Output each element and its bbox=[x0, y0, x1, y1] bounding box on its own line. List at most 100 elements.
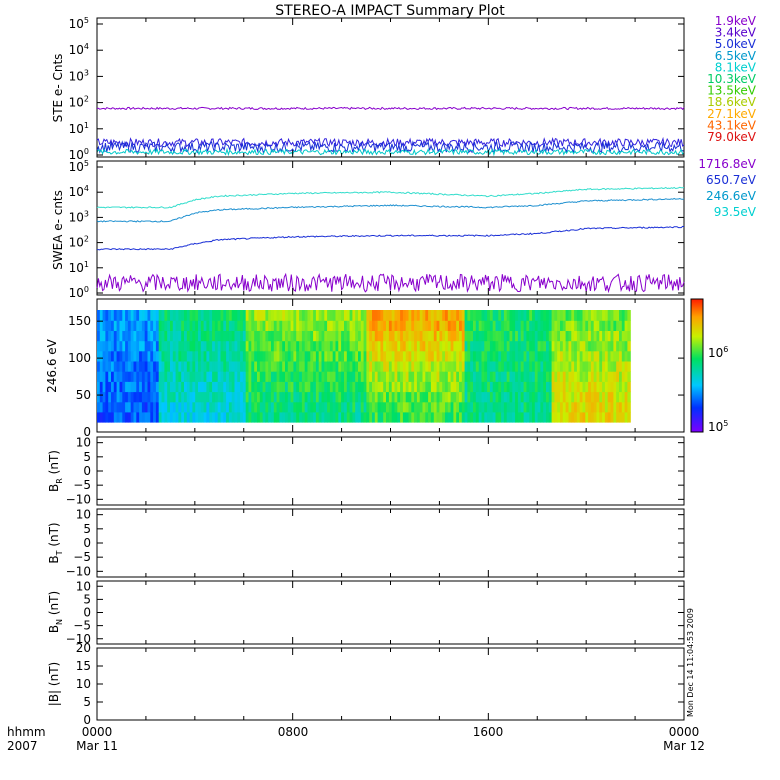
heatmap-cell bbox=[526, 310, 530, 321]
heatmap-cell bbox=[167, 350, 171, 362]
heatmap-cell bbox=[313, 371, 317, 382]
heatmap-cell bbox=[489, 391, 494, 403]
heatmap-cell bbox=[585, 320, 589, 331]
heatmap-cell bbox=[607, 310, 612, 321]
heatmap-cell bbox=[464, 371, 468, 382]
heatmap-cell bbox=[125, 320, 129, 331]
heatmap-cell bbox=[621, 411, 626, 423]
heatmap-cell bbox=[442, 391, 446, 403]
heatmap-cell bbox=[287, 371, 292, 382]
heatmap-cell bbox=[133, 371, 137, 382]
legend-entry: 18.6keV bbox=[707, 95, 757, 109]
heatmap-cell bbox=[475, 381, 480, 393]
heatmap-cell bbox=[492, 350, 497, 362]
heatmap-cell bbox=[141, 330, 146, 342]
heatmap-cell bbox=[487, 381, 491, 393]
heatmap-cell bbox=[512, 310, 516, 321]
heatmap-cell bbox=[616, 401, 620, 413]
heatmap-cell bbox=[442, 330, 446, 342]
heatmap-cell bbox=[313, 340, 317, 352]
heatmap-cell bbox=[102, 320, 106, 331]
heatmap-cell bbox=[526, 371, 530, 382]
heatmap-cell bbox=[473, 381, 477, 393]
heatmap-cell bbox=[282, 401, 286, 413]
heatmap-cell bbox=[285, 340, 289, 352]
heatmap-cell bbox=[318, 411, 323, 423]
heatmap-cell bbox=[557, 310, 561, 321]
heatmap-cell bbox=[200, 310, 205, 321]
heatmap-cell bbox=[321, 381, 325, 393]
heatmap-cell bbox=[119, 411, 123, 423]
heatmap-cell bbox=[245, 401, 250, 413]
heatmap-cell bbox=[133, 310, 137, 321]
heatmap-cell bbox=[433, 360, 438, 372]
heatmap-cell bbox=[220, 340, 224, 352]
heatmap-cell bbox=[242, 391, 247, 403]
heatmap-cell bbox=[175, 320, 179, 331]
heatmap-cell bbox=[329, 320, 334, 331]
heatmap-cell bbox=[130, 371, 135, 382]
heatmap-cell bbox=[125, 340, 129, 352]
heatmap-cell bbox=[484, 340, 488, 352]
heatmap-cell bbox=[363, 310, 367, 321]
heatmap-cell bbox=[579, 391, 584, 403]
heatmap-cell bbox=[262, 381, 266, 393]
heatmap-cell bbox=[551, 391, 555, 403]
heatmap-cell bbox=[523, 310, 527, 321]
heatmap-cell bbox=[425, 371, 429, 382]
heatmap-cell bbox=[627, 330, 631, 342]
heatmap-cell bbox=[147, 381, 151, 393]
heatmap-cell bbox=[593, 320, 598, 331]
heatmap-cell bbox=[386, 320, 390, 331]
heatmap-cell bbox=[627, 371, 631, 382]
heatmap-cell bbox=[383, 330, 387, 342]
heatmap-cell bbox=[366, 320, 370, 331]
heatmap-cell bbox=[602, 411, 606, 423]
heatmap-cell bbox=[217, 350, 222, 362]
heatmap-cell bbox=[307, 411, 311, 423]
heatmap-cell bbox=[397, 411, 401, 423]
heatmap-cell bbox=[214, 411, 219, 423]
heatmap-cell bbox=[621, 320, 626, 331]
heatmap-cell bbox=[571, 340, 575, 352]
heatmap-cell bbox=[155, 391, 160, 403]
heatmap-cell bbox=[428, 360, 432, 372]
heatmap-cell bbox=[307, 401, 311, 413]
heatmap-cell bbox=[467, 381, 471, 393]
heatmap-cell bbox=[380, 391, 384, 403]
heatmap-cell bbox=[254, 330, 258, 342]
heatmap-cell bbox=[470, 350, 474, 362]
heatmap-cell bbox=[543, 411, 547, 423]
heatmap-cell bbox=[613, 310, 617, 321]
heatmap-cell bbox=[214, 360, 219, 372]
heatmap-cell bbox=[346, 371, 351, 382]
heatmap-cell bbox=[293, 411, 297, 423]
heatmap-cell bbox=[498, 360, 502, 372]
heatmap-cell bbox=[338, 340, 342, 352]
heatmap-cell bbox=[116, 391, 120, 403]
heatmap-cell bbox=[453, 350, 457, 362]
heatmap-cell bbox=[532, 350, 536, 362]
heatmap-cell bbox=[574, 411, 578, 423]
br-panel-frame bbox=[96, 436, 685, 506]
heatmap-cell bbox=[554, 340, 558, 352]
heatmap-cell bbox=[223, 330, 227, 342]
heatmap-cell bbox=[445, 330, 449, 342]
heatmap-cell bbox=[99, 411, 104, 423]
heatmap-cell bbox=[621, 371, 626, 382]
heatmap-cell bbox=[155, 330, 160, 342]
heatmap-cell bbox=[380, 381, 384, 393]
heatmap-cell bbox=[439, 330, 443, 342]
heatmap-cell bbox=[408, 340, 412, 352]
heatmap-cell bbox=[532, 360, 536, 372]
heatmap-cell bbox=[464, 310, 468, 321]
heatmap-cell bbox=[273, 391, 278, 403]
heatmap-cell bbox=[447, 350, 452, 362]
heatmap-cell bbox=[178, 340, 182, 352]
heatmap-cell bbox=[315, 360, 320, 372]
heatmap-cell bbox=[113, 401, 118, 413]
heatmap-cell bbox=[619, 411, 623, 423]
heatmap-cell bbox=[383, 340, 387, 352]
heatmap-cell bbox=[515, 340, 519, 352]
heatmap-cell bbox=[155, 350, 160, 362]
